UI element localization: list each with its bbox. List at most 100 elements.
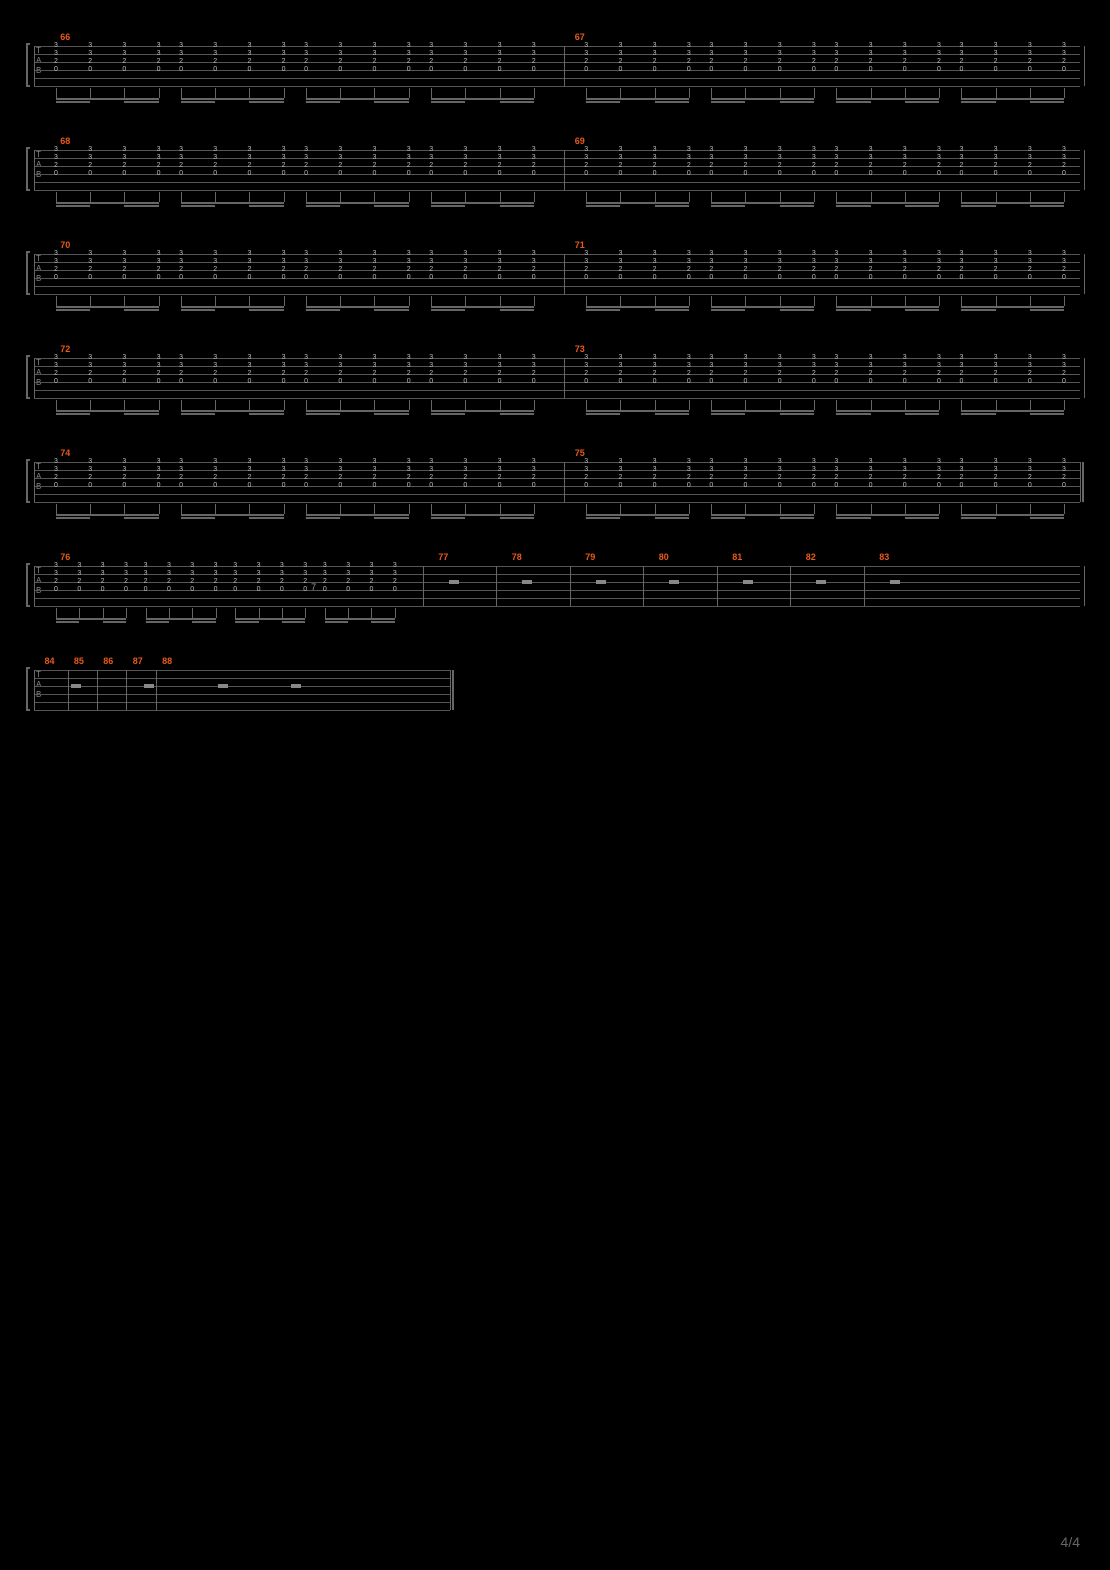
measure-number: 76 — [60, 552, 70, 562]
beam-group — [711, 296, 814, 310]
staff-bracket — [26, 355, 30, 399]
chord-column: 3320 — [86, 42, 94, 74]
chord-column: 3320 — [99, 562, 107, 594]
chord-column: 3320 — [992, 354, 1000, 386]
beam-group — [431, 296, 534, 310]
staff-bracket — [26, 667, 30, 711]
beam-group — [56, 296, 159, 310]
chord-column: 3320 — [776, 354, 784, 386]
chord-column: 3320 — [616, 250, 624, 282]
chord-column: 3320 — [707, 250, 715, 282]
page-number: 4/4 — [1061, 1534, 1080, 1550]
chord-column: 3320 — [336, 42, 344, 74]
beam-group — [431, 192, 534, 206]
chord-column: 3320 — [776, 458, 784, 490]
barline — [34, 462, 35, 502]
chord-column: 3320 — [935, 42, 943, 74]
barline — [34, 254, 35, 294]
beam-group — [306, 88, 409, 102]
chord-column: 3320 — [496, 42, 504, 74]
chord-column: 3320 — [741, 458, 749, 490]
chord-column: 3320 — [177, 354, 185, 386]
measure-number: 85 — [74, 656, 84, 666]
beam-group — [836, 192, 939, 206]
staff-bracket — [26, 459, 30, 503]
chord-column: 3320 — [427, 354, 435, 386]
measure-number: 75 — [575, 448, 585, 458]
chord-column: 3320 — [496, 458, 504, 490]
chord-column: 3320 — [245, 42, 253, 74]
staff — [34, 462, 1080, 502]
chord-column: 3320 — [188, 562, 196, 594]
rest — [218, 684, 228, 688]
chord-column: 3320 — [370, 42, 378, 74]
barline — [564, 254, 565, 294]
chord-column: 3320 — [685, 146, 693, 178]
barline — [1084, 150, 1085, 190]
chord-column: 3320 — [405, 458, 413, 490]
barline — [156, 670, 157, 710]
chord-column: 3320 — [582, 458, 590, 490]
measure-number: 81 — [732, 552, 742, 562]
barline — [570, 566, 571, 606]
chord-column: 3320 — [336, 146, 344, 178]
rest — [71, 684, 81, 688]
chord-column: 3320 — [120, 42, 128, 74]
barline — [97, 670, 98, 710]
chord-column: 3320 — [461, 250, 469, 282]
barline — [717, 566, 718, 606]
barline — [496, 566, 497, 606]
chord-column: 3320 — [391, 562, 399, 594]
beam-group — [181, 504, 284, 518]
chord-column: 3320 — [86, 250, 94, 282]
chord-column: 3320 — [651, 250, 659, 282]
chord-column: 3320 — [461, 42, 469, 74]
beam-group — [146, 608, 216, 622]
chord-column: 3320 — [867, 354, 875, 386]
chord-column: 3320 — [1026, 42, 1034, 74]
chord-column: 3320 — [427, 42, 435, 74]
chord-column: 3320 — [211, 458, 219, 490]
measure-number: 77 — [438, 552, 448, 562]
barline — [34, 150, 35, 190]
chord-column: 3320 — [344, 562, 352, 594]
beam-group — [306, 504, 409, 518]
measure-number: 68 — [60, 136, 70, 146]
rest — [449, 580, 459, 584]
chord-column: 3320 — [810, 458, 818, 490]
chord-column: 3320 — [155, 354, 163, 386]
barline — [423, 566, 424, 606]
rest — [669, 580, 679, 584]
chord-column: 3320 — [321, 562, 329, 594]
barline — [68, 670, 69, 710]
barline — [34, 358, 35, 398]
beam-group — [836, 400, 939, 414]
tab-row: TAB6869332033203320332033203320332033203… — [30, 144, 1080, 190]
chord-column: 3320 — [370, 458, 378, 490]
chord-column: 3320 — [427, 250, 435, 282]
chord-column: 3320 — [120, 458, 128, 490]
chord-column: 3320 — [901, 146, 909, 178]
chord-column: 3320 — [155, 458, 163, 490]
chord-column: 3320 — [142, 562, 150, 594]
chord-column: 3320 — [685, 354, 693, 386]
chord-column: 3320 — [530, 42, 538, 74]
chord-column: 3320 — [496, 146, 504, 178]
chord-column: 3320 — [86, 146, 94, 178]
barline — [1084, 566, 1085, 606]
chord-column: 3320 — [832, 146, 840, 178]
chord-column: 3320 — [935, 146, 943, 178]
chord-column: 3320 — [707, 146, 715, 178]
beam-group — [235, 608, 305, 622]
chord-column: 3320 — [280, 354, 288, 386]
chord-column: 3320 — [280, 250, 288, 282]
staff — [34, 358, 1080, 398]
chord-column: 3320 — [530, 250, 538, 282]
chord-column: 3320 — [582, 250, 590, 282]
beam-group — [711, 504, 814, 518]
measure-number: 66 — [60, 32, 70, 42]
chord-column: 3320 — [1060, 146, 1068, 178]
chord-column: 3320 — [685, 250, 693, 282]
chord-column: 3320 — [582, 354, 590, 386]
rest — [596, 580, 606, 584]
